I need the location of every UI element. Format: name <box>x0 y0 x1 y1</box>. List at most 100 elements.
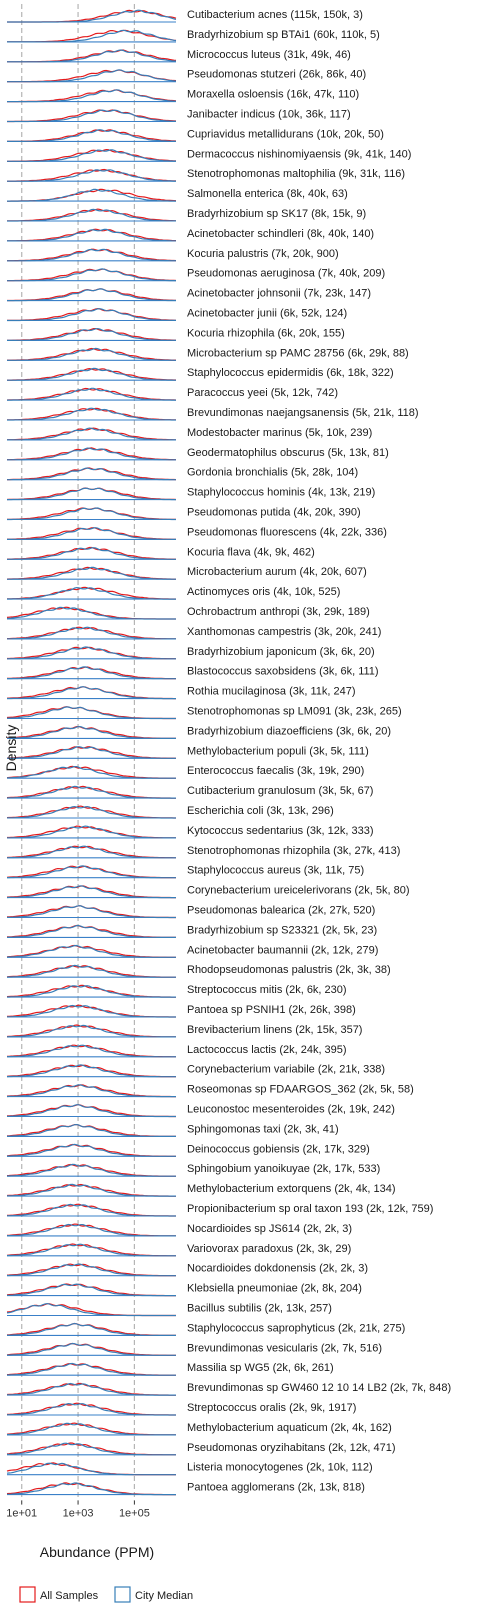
species-label: Methylobacterium populi (3k, 5k, 111) <box>187 745 369 757</box>
ridge-row <box>7 288 177 302</box>
ridge-row <box>6 1482 176 1496</box>
ridge-row <box>7 347 176 361</box>
density-curve-city-median <box>7 288 176 302</box>
density-curve-city-median <box>7 746 176 759</box>
species-label: Bradyrhizobium sp S23321 (2k, 5k, 23) <box>187 924 377 936</box>
density-curve-city-median <box>7 268 176 282</box>
density-curve-all-samples <box>6 1283 176 1297</box>
density-curve-city-median <box>7 487 176 501</box>
species-label: Geodermatophilus obscurus (5k, 13k, 81) <box>187 447 389 459</box>
ridge-row <box>6 845 176 859</box>
ridge-row <box>7 208 177 222</box>
species-label: Cupriavidus metallidurans (10k, 20k, 50) <box>187 128 384 140</box>
species-label: Streptococcus oralis (2k, 9k, 1917) <box>187 1402 356 1414</box>
density-curve-city-median <box>6 1084 176 1098</box>
species-label: Corynebacterium variabile (2k, 21k, 338) <box>187 1064 385 1076</box>
density-curve-city-median <box>7 427 176 441</box>
density-curve-city-median <box>7 248 176 262</box>
species-label: Actinomyces oris (4k, 10k, 525) <box>187 586 340 598</box>
ridge-row <box>7 527 176 540</box>
ridge-row <box>6 706 176 720</box>
ridge-row <box>6 546 176 560</box>
species-label: Rhodopseudomonas palustris (2k, 3k, 38) <box>187 964 391 976</box>
ridge-row <box>7 148 176 162</box>
species-label: Salmonella enterica (8k, 40k, 63) <box>187 188 348 200</box>
species-label: Paracoccus yeei (5k, 12k, 742) <box>187 387 338 399</box>
density-curve-all-samples <box>7 188 177 202</box>
density-curve-all-samples <box>7 248 177 262</box>
species-label: Nocardioides sp JS614 (2k, 2k, 3) <box>187 1223 352 1235</box>
density-curve-city-median <box>6 1024 176 1038</box>
ridge-row <box>7 69 177 83</box>
ridge-row <box>7 129 177 142</box>
density-curve-city-median <box>6 964 176 978</box>
density-curve-city-median <box>7 9 177 23</box>
ridge-row <box>7 1123 176 1137</box>
legend-swatch-city-median <box>114 1586 131 1603</box>
ridge-row <box>6 785 176 799</box>
species-label: Lactococcus lactis (2k, 24k, 395) <box>187 1044 347 1056</box>
ridge-row <box>6 1283 176 1297</box>
species-label: Kocuria flava (4k, 9k, 462) <box>187 546 315 558</box>
density-curve-city-median <box>6 925 176 938</box>
species-label: Bradyrhizobium diazoefficiens (3k, 6k, 2… <box>187 725 391 737</box>
ridge-row <box>6 1422 176 1436</box>
ridge-row <box>6 905 176 919</box>
species-label: Micrococcus luteus (31k, 49k, 46) <box>187 49 351 61</box>
species-label: Escherichia coli (3k, 13k, 296) <box>187 805 334 817</box>
species-label: Pseudomonas oryzihabitans (2k, 12k, 471) <box>187 1442 396 1454</box>
density-curve-all-samples <box>6 1442 176 1456</box>
ridge-row <box>6 646 177 660</box>
species-label: Brevibacterium linens (2k, 15k, 357) <box>187 1024 362 1036</box>
species-label: Pseudomonas balearica (2k, 27k, 520) <box>187 905 375 917</box>
density-curve-all-samples <box>6 546 176 560</box>
density-curve-all-samples <box>7 467 177 481</box>
ridge-row <box>6 1203 176 1217</box>
ridge-row <box>6 1263 176 1277</box>
density-curve-city-median <box>7 1283 176 1297</box>
density-curve-city-median <box>7 586 176 600</box>
species-label: Staphylococcus epidermidis (6k, 18k, 322… <box>187 367 394 379</box>
density-curve-city-median <box>7 766 176 779</box>
species-label: Moraxella osloensis (16k, 47k, 110) <box>187 89 359 101</box>
ridge-row <box>6 1183 176 1197</box>
legend-label-city-median: City Median <box>135 1590 193 1602</box>
ridge-row <box>6 1462 176 1476</box>
density-curve-city-median <box>7 1143 176 1157</box>
density-curve-all-samples <box>7 307 177 321</box>
species-label: Microbacterium aurum (4k, 20k, 607) <box>187 566 367 578</box>
density-curve-all-samples <box>7 1124 176 1137</box>
density-curve-city-median <box>6 1422 176 1436</box>
x-tick-label: 1e+03 <box>63 1508 94 1520</box>
density-curve-city-median <box>7 1163 176 1177</box>
density-curve-all-samples <box>6 427 176 441</box>
density-curve-all-samples <box>7 328 176 341</box>
density-curve-all-samples <box>6 765 176 779</box>
ridge-row <box>6 1044 176 1058</box>
density-curve-all-samples <box>6 1482 176 1496</box>
species-label: Corynebacterium ureicelerivorans (2k, 5k… <box>187 885 410 897</box>
density-curve-city-median <box>7 327 177 341</box>
species-label: Leuconostoc mesenteroides (2k, 19k, 242) <box>187 1104 395 1116</box>
ridge-row <box>6 1104 176 1118</box>
density-curve-all-samples <box>6 407 177 421</box>
ridge-row <box>7 109 177 123</box>
species-label: Sphingobium yanoikuyae (2k, 17k, 533) <box>187 1163 380 1175</box>
ridge-row <box>6 1024 176 1038</box>
species-label: Pseudomonas stutzeri (26k, 86k, 40) <box>187 69 366 81</box>
density-curve-city-median <box>7 805 176 819</box>
ridge-row <box>6 606 176 620</box>
density-curve-city-median <box>7 845 176 859</box>
ridge-row <box>7 467 177 481</box>
ridge-row <box>6 427 176 441</box>
density-curve-all-samples <box>6 1462 176 1476</box>
density-curve-city-median <box>7 308 176 322</box>
density-curve-city-median <box>7 467 176 481</box>
density-curve-city-median <box>7 507 176 521</box>
density-curve-all-samples <box>6 387 177 401</box>
ridge-row <box>6 1243 176 1257</box>
ridge-row <box>7 29 177 43</box>
ridge-row <box>7 327 177 341</box>
ridge-row <box>6 1143 176 1157</box>
